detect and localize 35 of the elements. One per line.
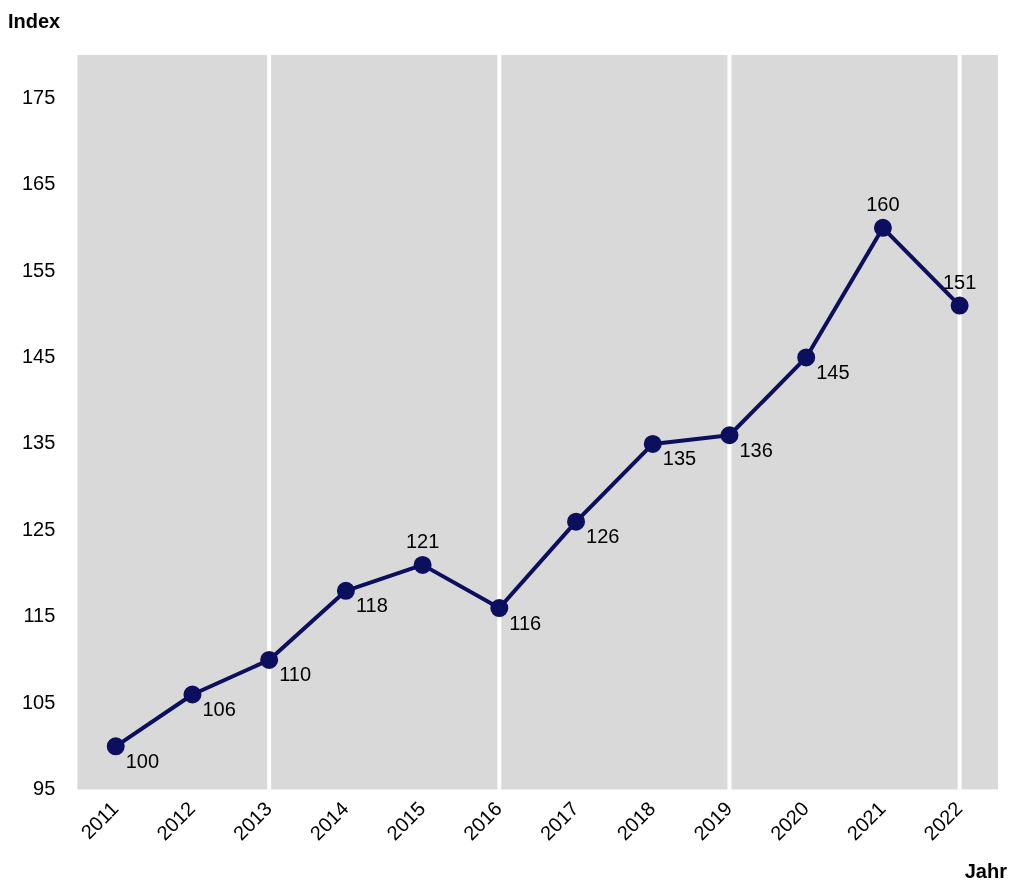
point xyxy=(183,685,202,704)
y-tick-label: 95 xyxy=(33,777,56,800)
point xyxy=(873,218,892,237)
data-label: 100 xyxy=(125,749,160,772)
y-tick-label: 125 xyxy=(21,517,56,540)
y-axis-title: Index xyxy=(8,9,61,32)
point xyxy=(260,650,279,669)
data-label: 160 xyxy=(866,193,900,216)
x-axis-title: Jahr xyxy=(964,859,1008,882)
data-label: 126 xyxy=(586,525,620,548)
data-label: 118 xyxy=(355,594,388,617)
point xyxy=(106,737,125,756)
data-label: 151 xyxy=(942,271,977,294)
point xyxy=(490,599,509,618)
point xyxy=(720,426,739,445)
data-label: 145 xyxy=(816,360,850,383)
point xyxy=(413,555,432,574)
data-label: 136 xyxy=(739,438,773,461)
y-tick-label: 175 xyxy=(21,85,56,108)
point xyxy=(797,348,816,367)
y-tick-label: 105 xyxy=(21,690,56,713)
data-label: 116 xyxy=(509,611,542,634)
y-tick-label: 115 xyxy=(23,604,56,627)
y-tick-label: 155 xyxy=(21,258,56,281)
data-label: 110 xyxy=(279,663,312,686)
data-label: 135 xyxy=(662,447,697,470)
data-label: 106 xyxy=(202,698,236,721)
data-label: 121 xyxy=(405,530,440,553)
point xyxy=(643,434,662,453)
y-tick-label: 145 xyxy=(21,344,56,367)
y-tick-label: 135 xyxy=(21,431,56,454)
point xyxy=(950,296,969,315)
point xyxy=(567,512,586,531)
point xyxy=(336,581,355,600)
y-tick-label: 165 xyxy=(21,172,56,195)
